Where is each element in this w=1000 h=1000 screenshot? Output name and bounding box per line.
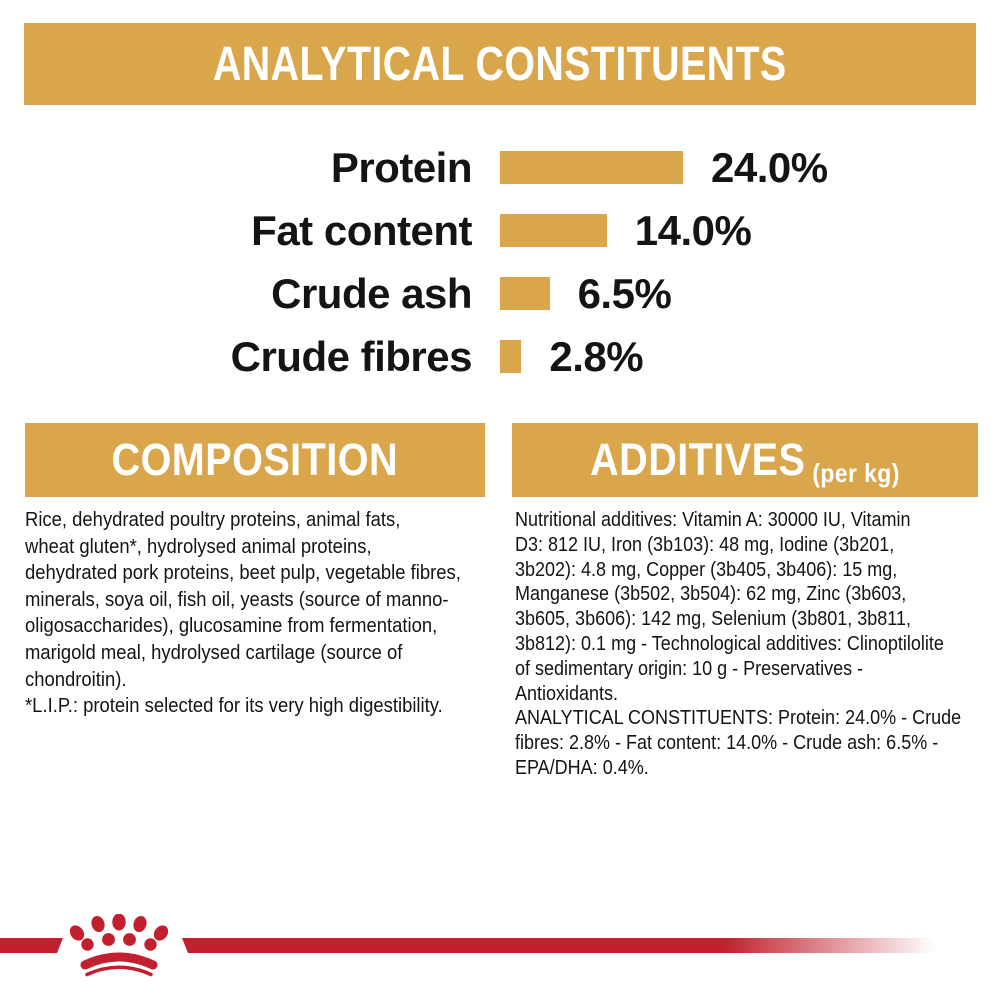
chart-row: Crude fibres 2.8%: [0, 325, 1000, 388]
chart-category-label: Protein: [330, 143, 473, 191]
analytical-constituents-header: ANALYTICAL CONSTITUENTS: [24, 23, 976, 105]
composition-text: Rice, dehydrated poultry proteins, anima…: [25, 508, 461, 718]
additives-per-kg-label: (per kg): [812, 458, 900, 488]
composition-title: COMPOSITION: [111, 434, 399, 485]
chart-bar: [500, 151, 683, 184]
chart-bar: [500, 214, 607, 247]
additives-title: ADDITIVES: [590, 434, 806, 485]
chart-row: Fat content 14.0%: [0, 199, 1000, 262]
royal-canin-crown-logo: [69, 914, 169, 977]
chart-bar: [500, 340, 522, 373]
chart-value-label: 2.8%: [549, 332, 644, 380]
chart-category-label: Crude fibres: [230, 332, 473, 380]
analytical-constituents-chart: Protein 24.0% Fat content 14.0% Crude ash 6.5…: [0, 136, 1000, 388]
additives-header: ADDITIVES (per kg): [512, 423, 978, 497]
chart-value-label: 14.0%: [634, 206, 752, 254]
chart-row: Crude ash 6.5%: [0, 262, 1000, 325]
footer-red-band-left: [0, 938, 63, 953]
chart-row: Protein 24.0%: [0, 136, 1000, 199]
chart-value-label: 24.0%: [711, 143, 828, 191]
composition-header: COMPOSITION: [25, 423, 485, 497]
footer-red-band-right: [182, 938, 935, 953]
additives-text: Nutritional additives: Vitamin A: 30000 …: [515, 509, 962, 779]
chart-bar: [500, 277, 550, 310]
chart-category-label: Fat content: [251, 206, 472, 254]
chart-category-label: Crude ash: [271, 269, 472, 317]
chart-value-label: 6.5%: [577, 269, 672, 317]
page-title: ANALYTICAL CONSTITUENTS: [213, 37, 787, 91]
